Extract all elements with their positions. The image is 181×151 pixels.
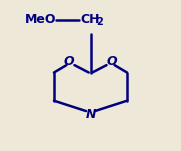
Text: O: O	[107, 55, 117, 68]
Text: N: N	[85, 108, 96, 121]
Text: O: O	[64, 55, 74, 68]
Text: 2: 2	[97, 17, 104, 27]
Text: MeO: MeO	[25, 13, 56, 26]
Text: CH: CH	[81, 13, 100, 26]
